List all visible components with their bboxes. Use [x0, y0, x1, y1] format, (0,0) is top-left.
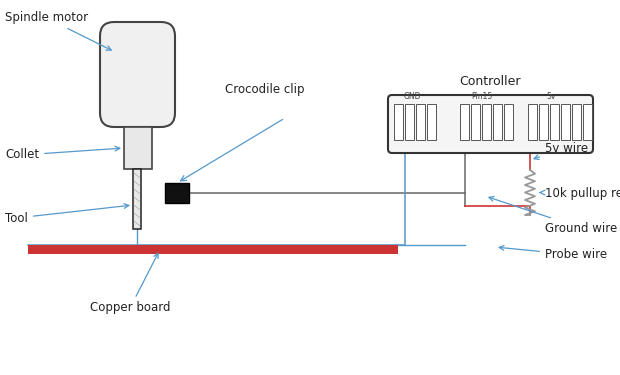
Bar [124, 127, 152, 169]
Bar [460, 104, 469, 140]
Bar [550, 104, 559, 140]
FancyBboxPatch shape [388, 95, 593, 153]
Text: Pin15: Pin15 [471, 92, 493, 101]
Bar [572, 104, 581, 140]
FancyBboxPatch shape [100, 22, 175, 127]
Text: 5v: 5v [546, 92, 556, 101]
Bar [471, 104, 480, 140]
Bar [504, 104, 513, 140]
Text: Collet: Collet [5, 146, 120, 162]
Text: Crocodile clip: Crocodile clip [225, 83, 305, 96]
Bar [561, 104, 570, 140]
Bar [482, 104, 491, 140]
Bar [493, 104, 502, 140]
Text: 10k pullup resistor: 10k pullup resistor [539, 186, 620, 200]
Text: Copper board: Copper board [90, 253, 170, 315]
Bar [583, 104, 592, 140]
Bar [394, 104, 403, 140]
Text: 5v wire: 5v wire [534, 141, 588, 159]
Text: Tool: Tool [5, 204, 129, 225]
Text: GND: GND [403, 92, 421, 101]
Bar [416, 104, 425, 140]
Text: Probe wire: Probe wire [499, 246, 607, 261]
Bar [427, 104, 436, 140]
Text: Spindle motor: Spindle motor [5, 12, 111, 50]
Text: Controller: Controller [460, 75, 521, 88]
Text: Ground wire: Ground wire [489, 196, 618, 234]
Bar [165, 183, 189, 203]
Bar [133, 169, 141, 229]
Bar [528, 104, 537, 140]
Bar [539, 104, 548, 140]
Bar [28, 245, 398, 254]
Bar [405, 104, 414, 140]
